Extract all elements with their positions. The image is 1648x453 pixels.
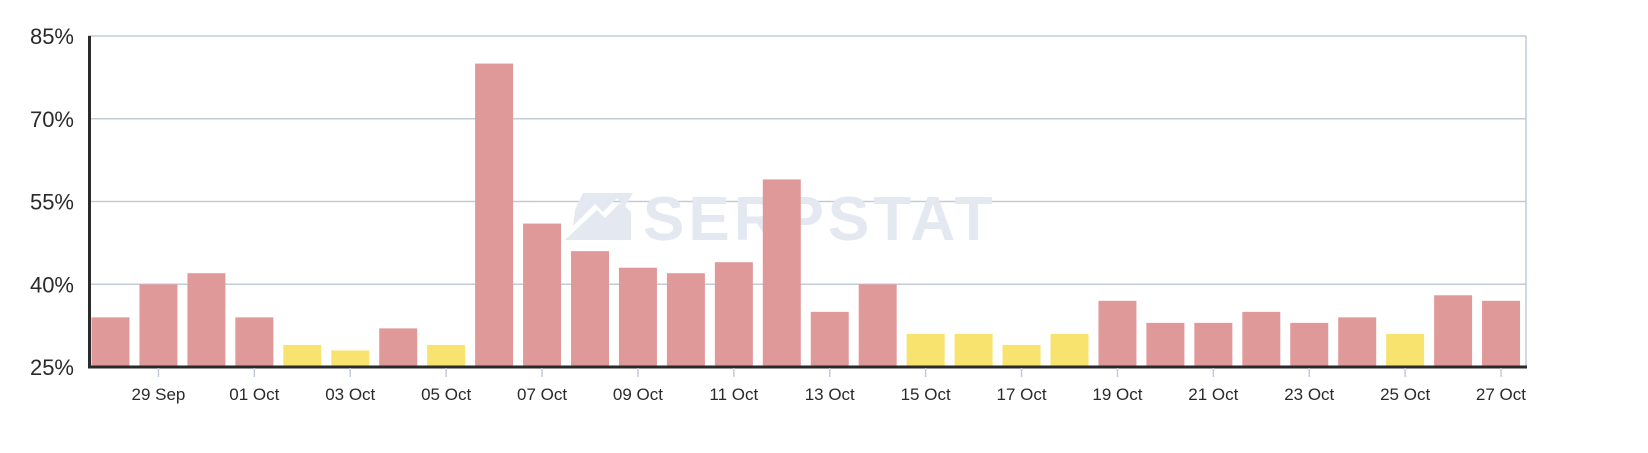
y-tick-label: 55% xyxy=(30,190,74,215)
bar[interactable] xyxy=(1098,300,1137,367)
bar[interactable] xyxy=(571,251,609,367)
watermark-text: SERPSTAT xyxy=(643,185,997,254)
x-tick-label: 03 Oct xyxy=(325,385,375,404)
bar[interactable] xyxy=(283,344,322,367)
bar[interactable] xyxy=(1146,322,1185,367)
bar[interactable] xyxy=(139,284,178,367)
y-tick-label: 85% xyxy=(30,24,74,49)
x-tick-label: 11 Oct xyxy=(709,385,758,404)
bar[interactable] xyxy=(91,317,130,367)
x-tick-label: 19 Oct xyxy=(1092,385,1142,404)
y-tick-label: 40% xyxy=(30,272,74,297)
x-tick-label: 17 Oct xyxy=(997,385,1047,404)
bar[interactable] xyxy=(1434,295,1473,367)
y-tick-label: 70% xyxy=(30,107,74,132)
x-axis-ticks: 29 Sep 01 Oct 03 Oct 05 Oct 07 Oct 09 Oct 11 O… xyxy=(132,368,1526,404)
x-tick-label: 29 Sep xyxy=(132,385,186,404)
x-tick-label: 13 Oct xyxy=(805,385,855,404)
bar[interactable] xyxy=(618,267,657,367)
bar[interactable] xyxy=(1242,311,1281,367)
bar[interactable] xyxy=(906,333,945,367)
bar[interactable] xyxy=(187,273,226,367)
bar[interactable] xyxy=(331,350,370,367)
bar[interactable] xyxy=(1482,300,1521,367)
x-tick-label: 27 Oct xyxy=(1476,385,1526,404)
bars-layer xyxy=(91,63,1521,367)
x-tick-label: 15 Oct xyxy=(901,385,951,404)
grid-layer xyxy=(88,35,1527,367)
serpstat-logo-icon xyxy=(565,193,633,240)
x-tick-label: 23 Oct xyxy=(1284,385,1334,404)
watermark: SERPSTAT xyxy=(565,185,997,254)
bar[interactable] xyxy=(714,262,753,367)
bar[interactable] xyxy=(858,284,897,367)
x-tick-label: 01 Oct xyxy=(229,385,279,404)
y-tick-label: 25% xyxy=(30,355,74,380)
x-tick-label: 09 Oct xyxy=(613,385,663,404)
bar[interactable] xyxy=(1290,322,1329,367)
x-tick-label: 05 Oct xyxy=(421,385,471,404)
axes-layer xyxy=(88,36,1527,369)
bar[interactable] xyxy=(1050,333,1089,367)
bar[interactable] xyxy=(762,179,801,367)
bar[interactable] xyxy=(1338,317,1377,367)
bar[interactable] xyxy=(1194,322,1233,367)
x-tick-label: 25 Oct xyxy=(1380,385,1430,404)
bar[interactable] xyxy=(810,311,849,367)
bar[interactable] xyxy=(954,333,993,367)
bar[interactable] xyxy=(475,63,514,367)
y-axis-ticks: 25% 40% 55% 70% 85% xyxy=(30,24,74,380)
x-tick-label: 21 Oct xyxy=(1188,385,1238,404)
bar[interactable] xyxy=(235,317,274,367)
bar[interactable] xyxy=(1386,333,1425,367)
bar[interactable] xyxy=(523,223,562,367)
bar[interactable] xyxy=(427,344,466,367)
bar[interactable] xyxy=(1002,344,1041,367)
x-tick-label: 07 Oct xyxy=(517,385,567,404)
bar[interactable] xyxy=(666,273,705,367)
bar[interactable] xyxy=(379,328,418,367)
